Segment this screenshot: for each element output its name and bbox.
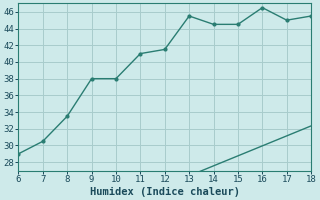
X-axis label: Humidex (Indice chaleur): Humidex (Indice chaleur) (90, 186, 240, 197)
